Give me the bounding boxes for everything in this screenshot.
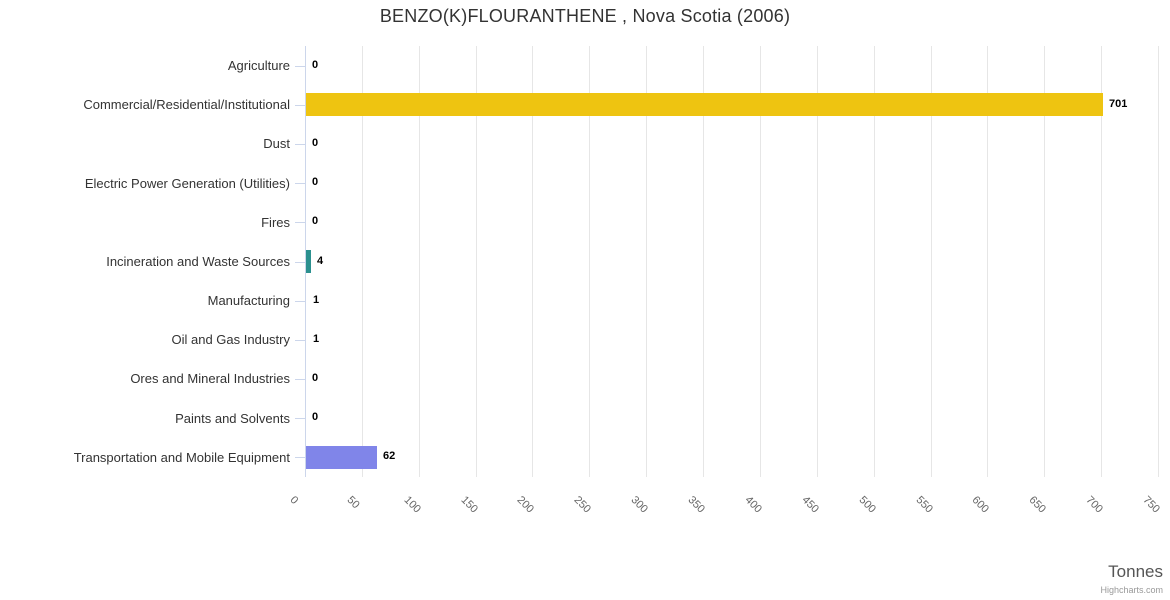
- gridline: [589, 46, 590, 477]
- category-label: Paints and Solvents: [175, 410, 290, 426]
- category-tick: [295, 183, 305, 184]
- category-tick: [295, 379, 305, 380]
- value-axis-tick-label: 50: [344, 494, 362, 512]
- data-label: 1: [313, 294, 320, 306]
- gridline: [874, 46, 875, 477]
- value-axis-title: Tonnes: [1108, 562, 1163, 581]
- value-axis-tick-label: 550: [913, 494, 935, 516]
- gridline: [1044, 46, 1045, 477]
- highcharts-credit[interactable]: Highcharts.com: [1100, 585, 1163, 595]
- bar-transportation-and-mobile-equipment[interactable]: [306, 446, 377, 469]
- category-label: Ores and Mineral Industries: [130, 371, 290, 387]
- chart-title: BENZO(K)FLOURANTHENE , Nova Scotia (2006…: [379, 6, 791, 26]
- data-label: 0: [312, 137, 319, 149]
- category-label: Incineration and Waste Sources: [106, 253, 290, 269]
- category-tick: [295, 66, 305, 67]
- plot-area: [305, 46, 1159, 477]
- gridline: [817, 46, 818, 477]
- data-label: 1: [313, 333, 320, 345]
- gridline: [362, 46, 363, 477]
- category-label: Transportation and Mobile Equipment: [73, 449, 290, 465]
- category-tick: [295, 262, 305, 263]
- category-label: Electric Power Generation (Utilities): [84, 175, 290, 191]
- value-axis-tick-label: 100: [401, 494, 423, 516]
- category-tick: [295, 340, 305, 341]
- category-label: Commercial/Residential/Institutional: [83, 97, 290, 113]
- value-axis-tick-label: 500: [856, 494, 878, 516]
- gridline: [931, 46, 932, 477]
- gridline: [419, 46, 420, 477]
- gridline: [987, 46, 988, 477]
- category-tick: [295, 457, 305, 458]
- data-label: 4: [317, 255, 324, 267]
- gridline: [476, 46, 477, 477]
- value-axis-tick-label: 600: [969, 494, 991, 516]
- value-axis-tick-label: 0: [287, 494, 301, 507]
- category-tick: [295, 105, 305, 106]
- value-axis-tick-label: 400: [742, 494, 764, 516]
- category-label: Fires: [261, 214, 290, 230]
- category-tick: [295, 144, 305, 145]
- data-label: 701: [1109, 98, 1128, 110]
- category-label: Agriculture: [227, 58, 290, 73]
- category-label: Oil and Gas Industry: [171, 332, 291, 348]
- category-tick: [295, 222, 305, 223]
- gridline: [703, 46, 704, 477]
- value-axis-tick-label: 650: [1026, 494, 1048, 516]
- gridline: [646, 46, 647, 477]
- category-tick: [295, 301, 305, 302]
- category-label: Manufacturing: [207, 293, 290, 309]
- value-axis-tick-label: 350: [685, 494, 707, 516]
- category-tick: [295, 418, 305, 419]
- gridline: [760, 46, 761, 477]
- data-label: 62: [383, 450, 396, 462]
- data-label: 0: [312, 411, 319, 423]
- value-axis-tick-label: 450: [799, 494, 821, 516]
- value-axis-tick-label: 150: [458, 494, 480, 516]
- value-axis-tick-label: 200: [514, 494, 536, 516]
- value-axis-tick-label: 700: [1083, 494, 1105, 516]
- gridline: [1158, 46, 1159, 477]
- value-axis-tick-label: 750: [1140, 494, 1162, 516]
- data-label: 0: [312, 372, 319, 384]
- data-label: 0: [312, 215, 319, 227]
- gridline: [532, 46, 533, 477]
- data-label: 0: [312, 59, 319, 71]
- value-axis-tick-label: 300: [628, 494, 650, 516]
- category-label: Dust: [263, 136, 290, 152]
- gridline: [1101, 46, 1102, 477]
- value-axis-tick-label: 250: [571, 494, 593, 516]
- bar-commercial-residential-institutional[interactable]: [306, 93, 1103, 116]
- bar-incineration-and-waste-sources[interactable]: [306, 250, 311, 273]
- data-label: 0: [312, 176, 319, 188]
